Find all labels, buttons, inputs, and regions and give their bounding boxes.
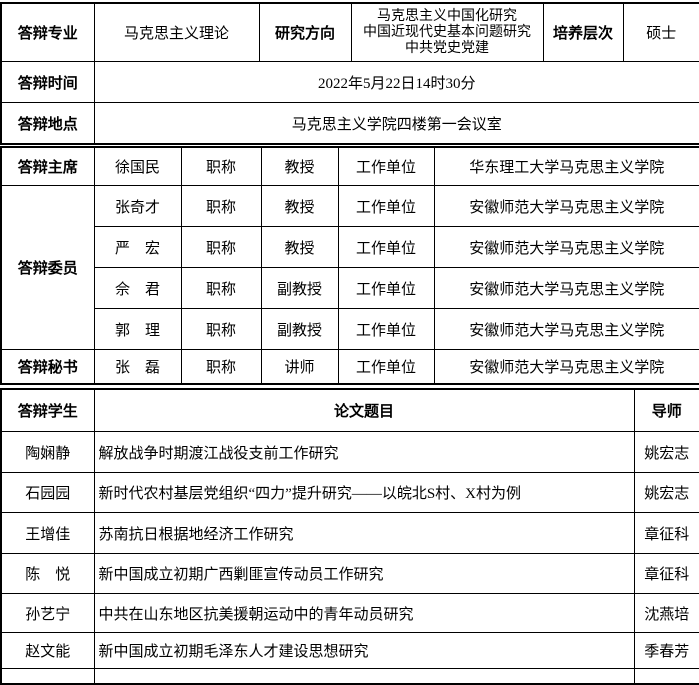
advisor-name: 沈燕培 xyxy=(633,593,699,633)
member-name: 严 宏 xyxy=(93,226,182,268)
level-label: 培养层次 xyxy=(542,2,624,62)
location-value: 马克思主义学院四楼第一会议室 xyxy=(93,102,699,145)
member-title: 教授 xyxy=(260,185,339,227)
title-label: 职称 xyxy=(180,308,262,350)
info-row-time: 答辩时间 2022年5月22日14时30分 xyxy=(0,61,699,103)
students-header-thesis: 论文题目 xyxy=(93,388,635,432)
committee-row: 佘 君 职称 副教授 工作单位 安徽师范大学马克思主义学院 xyxy=(1,267,699,309)
student-name: 陈 悦 xyxy=(0,553,95,594)
student-row: 王增佳 苏南抗日根据地经济工作研究 章征科 xyxy=(0,512,699,554)
student-name: 赵文能 xyxy=(0,632,95,669)
info-row-major: 答辩专业 马克思主义理论 研究方向 马克思主义中国化研究 中国近现代史基本问题研… xyxy=(0,2,699,62)
thesis-title: 新时代农村基层党组织“四力”提升研究——以皖北S村、X村为例 xyxy=(93,472,635,513)
role-label-member: 答辩委员 xyxy=(0,185,95,350)
title-label: 职称 xyxy=(180,185,262,227)
role-label-chair: 答辩主席 xyxy=(0,146,95,186)
student-name xyxy=(0,668,95,685)
member-title: 教授 xyxy=(260,226,339,268)
unit-label: 工作单位 xyxy=(337,308,435,350)
committee-row: 答辩秘书张 磊 职称 讲师 工作单位 安徽师范大学马克思主义学院 xyxy=(0,349,699,385)
student-row: 陶娴静 解放战争时期渡江战役支前工作研究 姚宏志 xyxy=(0,431,699,473)
title-label: 职称 xyxy=(180,146,262,186)
student-row xyxy=(0,668,699,685)
direction-line: 中国近现代史基本问题研究 xyxy=(363,24,531,40)
level-value: 硕士 xyxy=(622,2,699,62)
member-title: 教授 xyxy=(260,146,339,186)
thesis-title: 中共在山东地区抗美援朝运动中的青年动员研究 xyxy=(93,593,635,633)
student-name: 王增佳 xyxy=(0,512,95,554)
students-header-student: 答辩学生 xyxy=(0,388,95,432)
member-unit: 安徽师范大学马克思主义学院 xyxy=(433,308,699,350)
member-unit: 安徽师范大学马克思主义学院 xyxy=(433,226,699,268)
advisor-name: 季春芳 xyxy=(633,632,699,669)
students-table: 答辩学生 论文题目 导师 陶娴静 解放战争时期渡江战役支前工作研究 姚宏志 石园… xyxy=(0,388,699,685)
advisor-name: 章征科 xyxy=(633,553,699,594)
committee-table: 答辩主席 徐国民 职称 教授 工作单位 华东理工大学马克思主义学院 答辩委员 张奇才… xyxy=(0,146,699,385)
student-name: 陶娴静 xyxy=(0,431,95,473)
title-label: 职称 xyxy=(180,349,262,385)
unit-label: 工作单位 xyxy=(337,349,435,385)
unit-label: 工作单位 xyxy=(337,226,435,268)
member-title: 副教授 xyxy=(260,308,339,350)
committee-row: 答辩委员 张奇才 职称 教授 工作单位 安徽师范大学马克思主义学院 xyxy=(0,185,699,350)
advisor-name: 章征科 xyxy=(633,512,699,554)
time-label: 答辩时间 xyxy=(0,61,95,103)
info-table: 答辩专业 马克思主义理论 研究方向 马克思主义中国化研究 中国近现代史基本问题研… xyxy=(0,2,699,145)
title-label: 职称 xyxy=(180,267,262,309)
major-label: 答辩专业 xyxy=(0,2,95,62)
member-title: 讲师 xyxy=(260,349,339,385)
student-row: 赵文能 新中国成立初期毛泽东人才建设思想研究 季春芳 xyxy=(0,632,699,669)
student-row: 孙艺宁 中共在山东地区抗美援朝运动中的青年动员研究 沈燕培 xyxy=(0,593,699,633)
role-label-secretary: 答辩秘书 xyxy=(0,349,95,385)
direction-value: 马克思主义中国化研究 中国近现代史基本问题研究 中共党史党建 xyxy=(350,2,544,62)
direction-line: 中共党史党建 xyxy=(405,40,489,56)
thesis-title: 新中国成立初期毛泽东人才建设思想研究 xyxy=(93,632,635,669)
info-row-location: 答辩地点 马克思主义学院四楼第一会议室 xyxy=(0,102,699,145)
member-name: 郭 理 xyxy=(93,308,182,350)
title-label: 职称 xyxy=(180,226,262,268)
member-unit: 华东理工大学马克思主义学院 xyxy=(433,146,699,186)
unit-label: 工作单位 xyxy=(337,267,435,309)
location-label: 答辩地点 xyxy=(0,102,95,145)
student-name: 孙艺宁 xyxy=(0,593,95,633)
major-value: 马克思主义理论 xyxy=(93,2,260,62)
member-title: 副教授 xyxy=(260,267,339,309)
member-name: 佘 君 xyxy=(93,267,182,309)
member-name: 徐国民 xyxy=(93,146,182,186)
unit-label: 工作单位 xyxy=(337,146,435,186)
students-header-advisor: 导师 xyxy=(633,388,699,432)
member-name: 张 磊 xyxy=(93,349,182,385)
unit-label: 工作单位 xyxy=(337,185,435,227)
thesis-title xyxy=(93,668,635,685)
time-value: 2022年5月22日14时30分 xyxy=(93,61,699,103)
direction-label: 研究方向 xyxy=(258,2,352,62)
member-unit: 安徽师范大学马克思主义学院 xyxy=(433,267,699,309)
committee-row: 答辩主席 徐国民 职称 教授 工作单位 华东理工大学马克思主义学院 xyxy=(0,146,699,186)
committee-row: 郭 理 职称 副教授 工作单位 安徽师范大学马克思主义学院 xyxy=(1,308,699,350)
thesis-title: 解放战争时期渡江战役支前工作研究 xyxy=(93,431,635,473)
direction-line: 马克思主义中国化研究 xyxy=(377,8,517,24)
advisor-name: 姚宏志 xyxy=(633,472,699,513)
advisor-name xyxy=(633,668,699,685)
member-name: 张奇才 xyxy=(93,185,182,227)
thesis-title: 新中国成立初期广西剿匪宣传动员工作研究 xyxy=(93,553,635,594)
member-unit: 安徽师范大学马克思主义学院 xyxy=(433,349,699,385)
student-name: 石园园 xyxy=(0,472,95,513)
student-row: 石园园 新时代农村基层党组织“四力”提升研究——以皖北S村、X村为例 姚宏志 xyxy=(0,472,699,513)
member-unit: 安徽师范大学马克思主义学院 xyxy=(433,185,699,227)
thesis-title: 苏南抗日根据地经济工作研究 xyxy=(93,512,635,554)
student-row: 陈 悦 新中国成立初期广西剿匪宣传动员工作研究 章征科 xyxy=(0,553,699,594)
committee-row: 严 宏 职称 教授 工作单位 安徽师范大学马克思主义学院 xyxy=(1,226,699,268)
advisor-name: 姚宏志 xyxy=(633,431,699,473)
students-header-row: 答辩学生 论文题目 导师 xyxy=(0,388,699,432)
